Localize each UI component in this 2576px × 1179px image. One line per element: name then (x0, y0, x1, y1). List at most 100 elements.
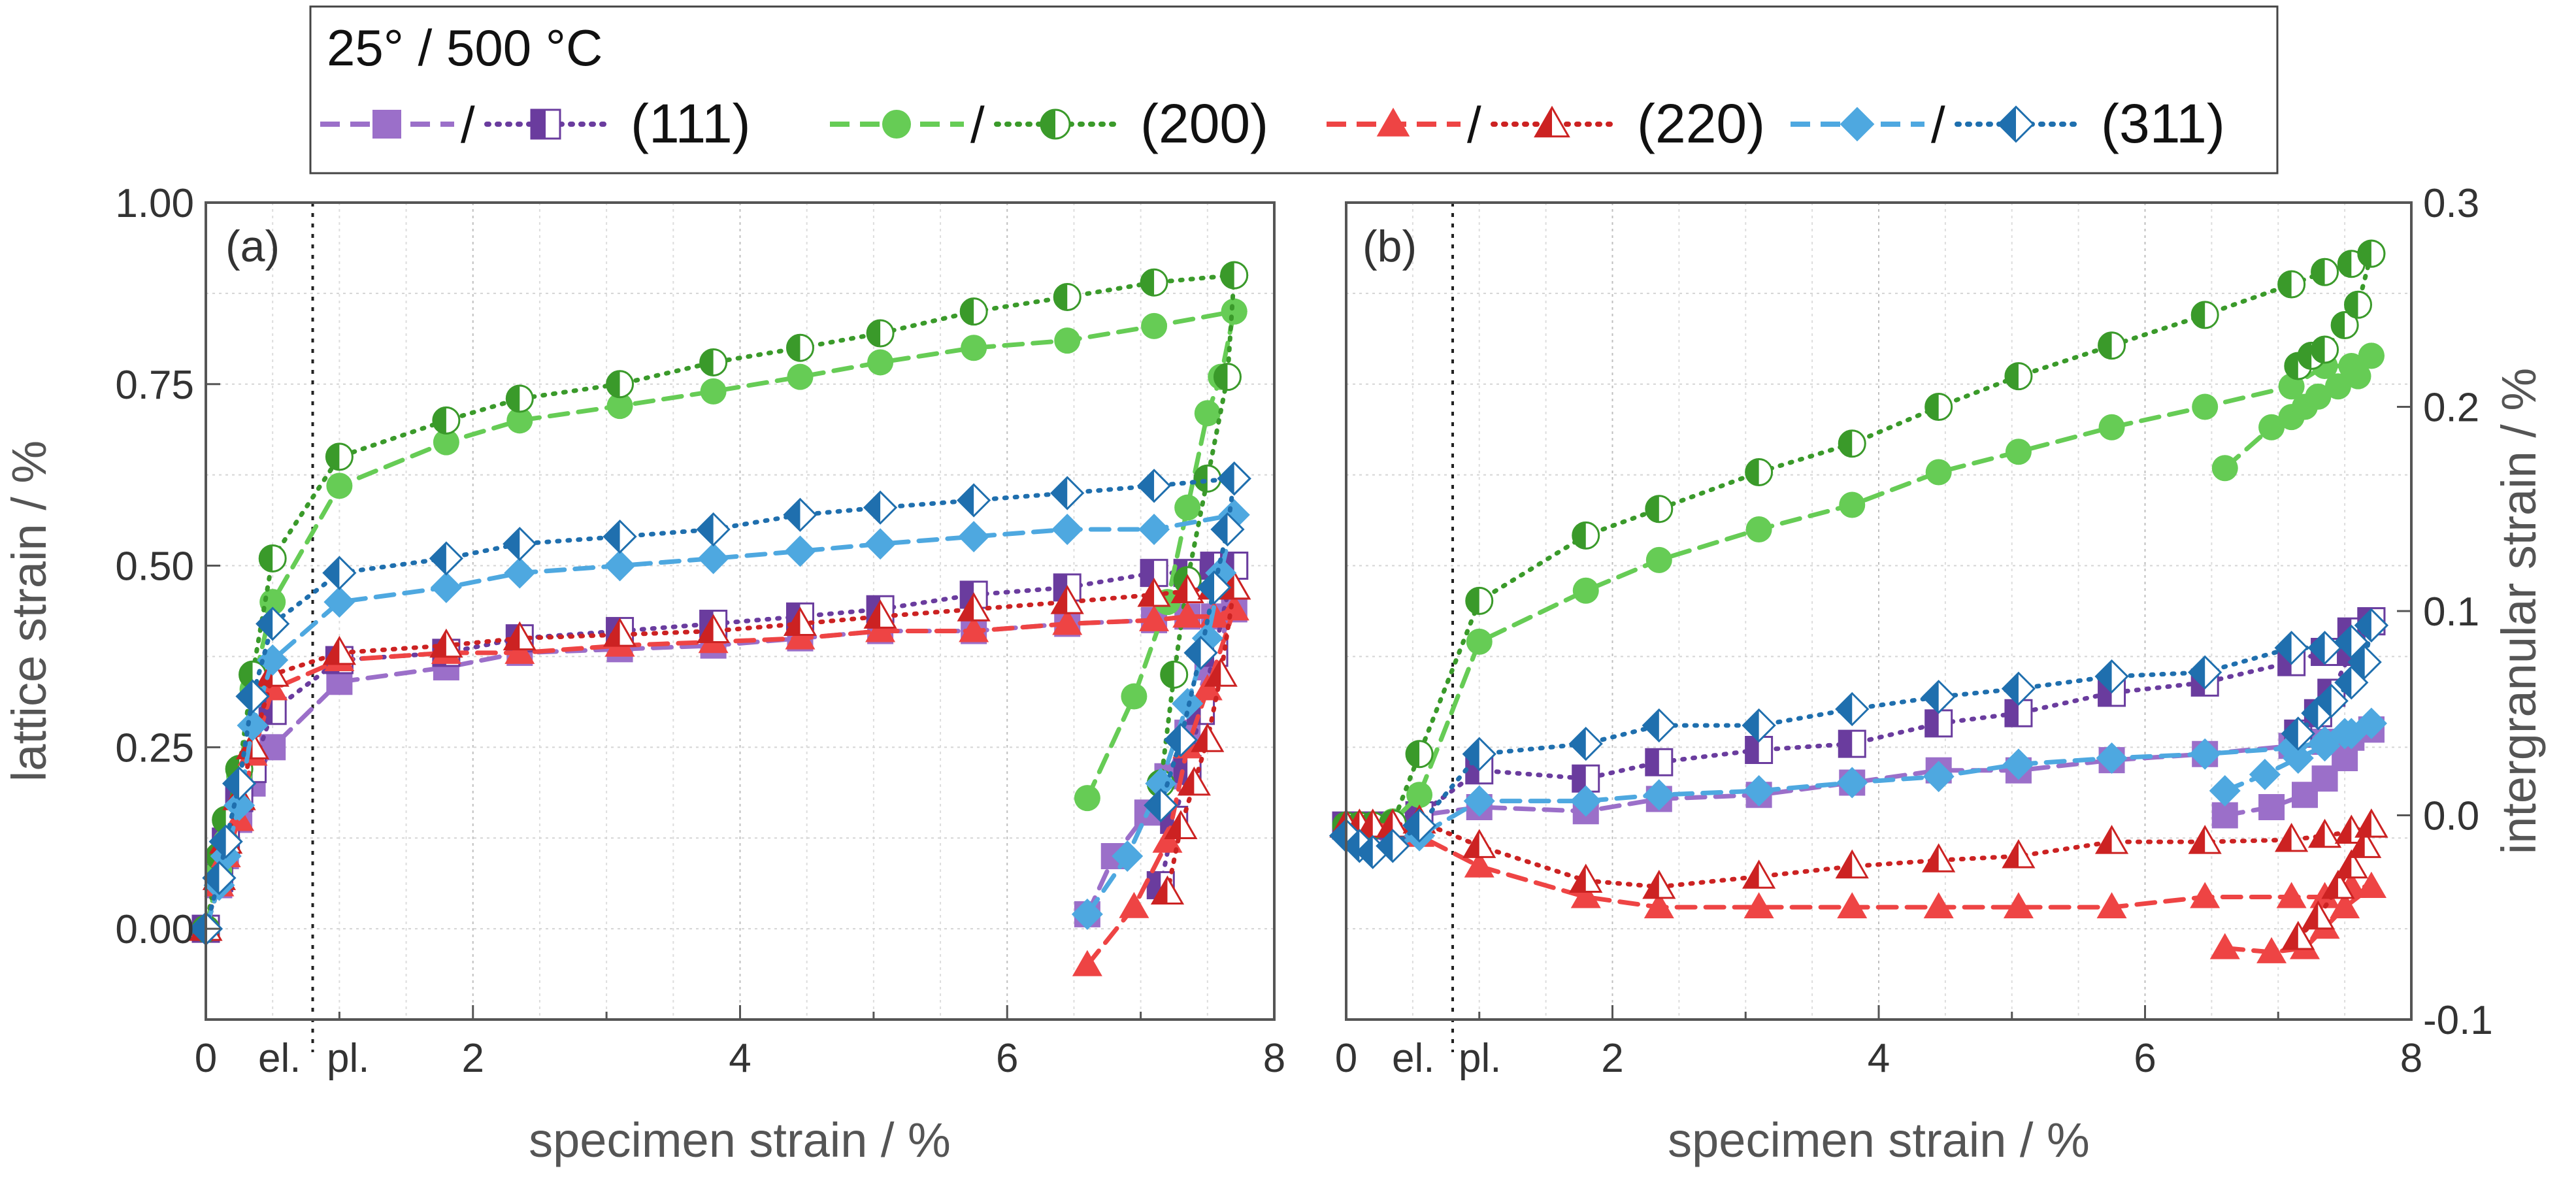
data-point (2209, 775, 2241, 806)
data-point (1402, 808, 1437, 843)
data-point (1174, 494, 1201, 521)
data-point (604, 550, 636, 582)
legend-marker-500 (530, 108, 561, 140)
data-point (2209, 933, 2240, 959)
data-point (1645, 495, 1674, 523)
series-line (2211, 342, 2385, 482)
data-point (957, 592, 991, 622)
data-point (1570, 785, 1602, 817)
data-point (961, 335, 987, 361)
x-tick-label: 8 (2400, 1036, 2422, 1081)
pl-label-a: pl. (327, 1036, 369, 1081)
data-point (606, 370, 635, 399)
legend-entry: / (111) (320, 93, 751, 154)
data-point (506, 407, 533, 434)
el-label-b: el. (1392, 1036, 1434, 1081)
data-point (1839, 491, 1866, 518)
data-point (504, 557, 536, 589)
data-point (1923, 892, 1954, 919)
data-point (1140, 268, 1168, 297)
data-point (1210, 512, 1245, 547)
data-point (2098, 414, 2125, 440)
series-line (2281, 808, 2388, 950)
legend-slash: / (1467, 96, 1481, 154)
data-point (1835, 691, 1870, 727)
x-tick-label: 2 (1601, 1036, 1623, 1081)
data-point (1217, 461, 1251, 496)
x-tick-label: 6 (996, 1036, 1018, 1081)
data-point (2355, 707, 2387, 739)
data-point (1141, 312, 1168, 339)
x-tick-label: 4 (729, 1036, 751, 1081)
data-point (202, 861, 237, 895)
data-point (784, 535, 816, 567)
pl-label-b: pl. (1459, 1036, 1501, 1081)
y-tick-label: 0.0 (2423, 794, 2479, 839)
data-point (1643, 892, 1674, 919)
data-point (1072, 950, 1102, 976)
series-b (1329, 239, 2388, 963)
data-point (1160, 660, 1189, 689)
data-point (867, 349, 894, 376)
data-point (1742, 859, 1776, 889)
data-point (2002, 748, 2034, 780)
data-point (2301, 900, 2335, 930)
data-point (1177, 766, 1211, 796)
series-line (2281, 608, 2388, 751)
data-point (2001, 671, 2036, 706)
legend-entries: / (111) / (200) / (220) / (311) (320, 93, 2225, 154)
data-point (2188, 825, 2222, 854)
data-point (1645, 546, 1672, 573)
y-tick-label: 0.25 (115, 725, 194, 771)
data-point (1051, 514, 1083, 545)
data-point (1121, 683, 1148, 710)
data-point (2321, 869, 2355, 899)
series-a (188, 261, 1251, 976)
data-point (1835, 849, 1869, 879)
data-point (2277, 270, 2306, 299)
legend-entry: / (311) (1791, 93, 2225, 154)
legend-label: (200) (1140, 93, 1268, 154)
data-point (957, 483, 991, 518)
data-point (1150, 875, 1185, 905)
data-point (2004, 362, 2033, 391)
data-point (2281, 920, 2315, 950)
data-point (503, 527, 537, 561)
data-point (1745, 458, 1774, 486)
data-point (1152, 826, 1183, 853)
data-point (2274, 631, 2309, 665)
data-point (1922, 843, 1956, 872)
panel-b: 0 2 4 6 8-0.1 0.0 0.1 0.2 0.3 (b) el. pl. specim… (1329, 181, 2546, 1167)
data-point (959, 297, 988, 326)
data-point (2311, 335, 2339, 364)
data-point (603, 618, 637, 647)
data-point (1572, 521, 1600, 550)
legend-title: 25° / 500 °C (327, 19, 603, 76)
data-point (2358, 342, 2385, 369)
data-point (1219, 594, 1249, 621)
ticks-b: 0 2 4 6 8-0.1 0.0 0.1 0.2 0.3 (1335, 181, 2493, 1081)
data-point (429, 628, 463, 658)
data-point (429, 541, 463, 576)
data-point (2275, 822, 2309, 852)
data-point (2005, 439, 2032, 465)
data-point (2344, 290, 2372, 319)
y-tick-label: 0.00 (115, 907, 194, 952)
data-point (1925, 459, 1952, 486)
data-point (2314, 684, 2349, 718)
y-tick-label: -0.1 (2423, 998, 2493, 1043)
x-tick-label: 0 (195, 1036, 217, 1081)
data-point (1119, 891, 1149, 918)
data-point (1112, 840, 1144, 872)
y-axis-label-b: intergranular strain / % (2492, 368, 2546, 854)
y-axis-label-a: lattice strain / % (2, 440, 56, 782)
data-point (432, 406, 461, 435)
data-point (603, 519, 637, 554)
data-point (1052, 608, 1083, 635)
data-point (2354, 808, 2388, 838)
data-point (2258, 414, 2285, 440)
data-point (787, 363, 814, 390)
data-point (1921, 680, 1956, 714)
legend-slash: / (970, 96, 985, 154)
data-point (1164, 810, 1198, 840)
